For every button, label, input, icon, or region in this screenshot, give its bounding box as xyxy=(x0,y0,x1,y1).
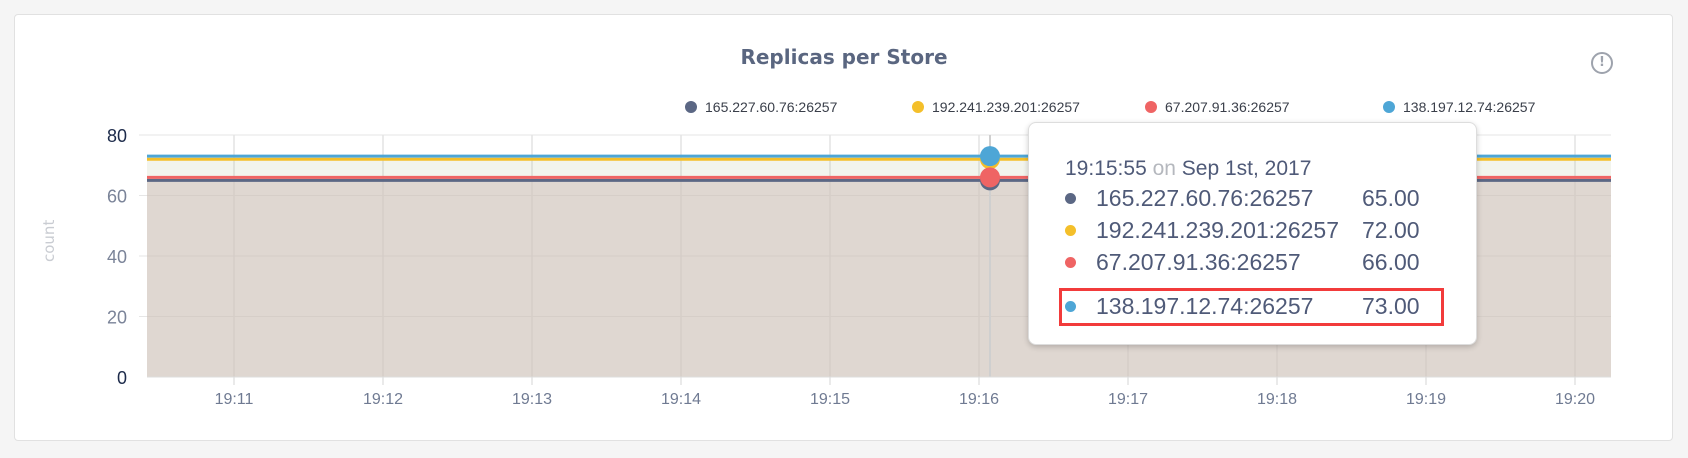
series-dot-icon xyxy=(1065,224,1076,236)
x-tick-label: 19:12 xyxy=(363,391,403,408)
tooltip-row: 67.207.91.36:26257 66.00 xyxy=(1065,247,1420,277)
tooltip-label: 192.241.239.201:26257 xyxy=(1096,216,1340,243)
tooltip-on: on xyxy=(1152,157,1176,180)
x-tick-label: 19:20 xyxy=(1555,391,1595,408)
legend-dot-icon xyxy=(1383,101,1395,113)
x-tick-label: 19:17 xyxy=(1108,391,1148,408)
tooltip-time: 19:15:55 xyxy=(1065,157,1147,180)
tooltip-value: 66.00 xyxy=(1362,248,1420,275)
y-tick-label: 20 xyxy=(107,308,127,328)
x-tick-label: 19:16 xyxy=(959,391,999,408)
y-tick-label: 0 xyxy=(117,368,127,388)
legend-label: 138.197.12.74:26257 xyxy=(1403,99,1536,115)
legend-label: 192.241.239.201:26257 xyxy=(932,99,1080,115)
y-tick-label: 40 xyxy=(107,247,127,267)
info-circle-icon[interactable]: ! xyxy=(1591,52,1613,74)
tooltip-label: 67.207.91.36:26257 xyxy=(1096,248,1301,275)
tooltip-date: Sep 1st, 2017 xyxy=(1181,157,1312,180)
tooltip-value: 65.00 xyxy=(1362,184,1420,211)
series-dot-icon xyxy=(1065,256,1076,268)
x-tick-label: 19:11 xyxy=(215,391,254,408)
legend-dot-icon xyxy=(685,101,697,113)
tooltip-row: 192.241.239.201:26257 72.00 xyxy=(1065,215,1420,245)
chart-title: Replicas per Store xyxy=(740,45,948,69)
x-tick-label: 19:18 xyxy=(1257,391,1297,408)
tooltip: 19:15:55 on Sep 1st, 2017 165.227.60.76:… xyxy=(1028,122,1477,345)
tooltip-label: 138.197.12.74:26257 xyxy=(1096,292,1314,319)
tooltip-label: 165.227.60.76:26257 xyxy=(1096,184,1314,211)
tooltip-row: 138.197.12.74:26257 73.00 xyxy=(1065,291,1420,321)
tooltip-value: 72.00 xyxy=(1362,216,1420,243)
legend-label: 67.207.91.36:26257 xyxy=(1165,99,1290,115)
x-tick-label: 19:13 xyxy=(512,391,552,408)
legend-item[interactable]: 165.227.60.76:26257 xyxy=(685,99,837,115)
series-dot-icon xyxy=(1065,192,1076,204)
legend-dot-icon xyxy=(1145,101,1157,113)
series-dot-icon xyxy=(1065,300,1076,312)
highlight-box xyxy=(1059,288,1444,326)
legend-item[interactable]: 138.197.12.74:26257 xyxy=(1383,99,1535,115)
x-tick-label: 19:15 xyxy=(810,391,850,408)
hover-point xyxy=(980,167,1000,188)
y-tick-label: 60 xyxy=(107,187,127,207)
tooltip-row: 165.227.60.76:26257 65.00 xyxy=(1065,183,1420,213)
legend-dot-icon xyxy=(912,101,924,113)
tooltip-header: 19:15:55 on Sep 1st, 2017 xyxy=(1065,157,1311,181)
legend-item[interactable]: 67.207.91.36:26257 xyxy=(1145,99,1290,115)
x-tick-label: 19:19 xyxy=(1406,391,1446,408)
legend-label: 165.227.60.76:26257 xyxy=(705,99,838,115)
y-tick-label: 80 xyxy=(107,126,127,146)
tooltip-value: 73.00 xyxy=(1362,292,1420,319)
x-tick-label: 19:14 xyxy=(661,391,701,408)
hover-point xyxy=(980,146,1000,167)
legend-item[interactable]: 192.241.239.201:26257 xyxy=(912,99,1080,115)
